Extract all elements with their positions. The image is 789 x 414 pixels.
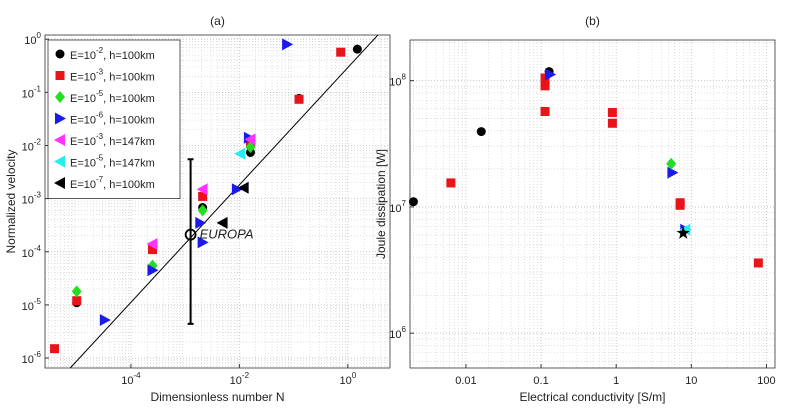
marker-circle <box>55 49 65 59</box>
y-axis-label: Normalized velocity <box>4 149 18 253</box>
legend-label: E=10-2, h=100km <box>70 46 155 62</box>
y-tick-label: 107 <box>389 199 406 215</box>
legend-label: E=10-5, h=100km <box>70 89 155 105</box>
marker-square <box>336 47 346 57</box>
legend-label: E=10-7, h=100km <box>70 175 155 191</box>
marker-star <box>676 226 690 239</box>
plot-frame <box>44 34 391 369</box>
marker-triangle <box>545 68 557 81</box>
marker-square <box>753 258 763 268</box>
marker-triangle <box>237 181 249 194</box>
marker-diamond <box>197 204 208 217</box>
marker-square <box>294 94 304 104</box>
europa-point <box>184 228 197 241</box>
legend-label: E=10-5, h=147km <box>70 154 155 170</box>
marker-square <box>55 71 65 80</box>
marker-triangle <box>197 236 209 249</box>
legend-label: E=10-6, h=100km <box>70 111 155 127</box>
marker-circle <box>408 197 418 207</box>
marker-triangle <box>231 183 243 196</box>
marker-square <box>607 107 617 117</box>
x-tick-label: 10-4 <box>121 371 141 387</box>
marker-diamond <box>666 157 677 170</box>
x-tick-label: 10-2 <box>230 371 250 387</box>
marker-triangle <box>196 183 208 196</box>
y-tick-label: 106 <box>389 325 406 341</box>
y-tick-label: 10-5 <box>22 297 42 313</box>
y-tick-label: 10-1 <box>22 84 42 100</box>
legend-box <box>47 39 181 199</box>
y-tick-label: 10-3 <box>22 191 42 207</box>
x-axis-label: Dimensionless number N <box>150 390 284 404</box>
marker-circle <box>352 44 362 54</box>
x-axis-label: Electrical conductivity [S/m] <box>519 390 665 404</box>
marker-triangle <box>54 134 65 146</box>
marker-diamond <box>55 91 65 103</box>
plot-area <box>410 40 775 368</box>
chart-title: (b) <box>585 14 600 28</box>
y-tick-label: 108 <box>389 73 406 89</box>
fit-line <box>69 35 379 368</box>
marker-square <box>540 107 550 117</box>
marker-triangle <box>147 264 159 277</box>
y-tick-label: 10-6 <box>22 350 42 366</box>
marker-circle <box>476 127 486 137</box>
y-tick-label: 10-4 <box>22 244 42 260</box>
marker-triangle <box>54 177 65 189</box>
marker-diamond <box>71 285 82 298</box>
marker-triangle <box>54 155 65 168</box>
marker-square <box>148 245 158 255</box>
y-tick-label: 10-2 <box>22 138 42 154</box>
y-axis-label: Joule dissipation [W] <box>374 149 388 259</box>
x-tick-label: 0.1 <box>533 375 548 387</box>
y-tick-label: 100 <box>24 31 41 47</box>
marker-triangle <box>234 147 246 160</box>
legend-label: E=10-3, h=147km <box>70 132 155 148</box>
annotation: EUROPA <box>200 227 254 242</box>
marker-square <box>540 73 550 83</box>
x-tick-label: 100 <box>757 375 775 387</box>
marker-triangle <box>282 38 294 51</box>
marker-square <box>72 296 82 306</box>
marker-triangle <box>667 166 679 179</box>
x-tick-label: 100 <box>339 371 356 387</box>
legend-label: E=10-3, h=100km <box>70 68 155 84</box>
marker-triangle <box>99 314 111 327</box>
marker-square <box>607 118 617 128</box>
x-tick-label: 0.01 <box>455 375 476 387</box>
marker-square <box>540 81 550 91</box>
x-tick-label: 1 <box>613 375 619 387</box>
marker-square <box>50 344 60 354</box>
marker-diamond <box>245 141 256 154</box>
marker-triangle <box>216 216 228 229</box>
marker-triangle <box>55 112 66 125</box>
marker-triangle <box>146 238 158 251</box>
marker-triangle <box>195 216 207 229</box>
marker-square <box>198 191 208 201</box>
chart-title: (a) <box>210 14 225 28</box>
marker-square <box>675 200 685 210</box>
x-tick-label: 10 <box>685 375 697 387</box>
marker-triangle <box>244 133 256 146</box>
marker-square <box>446 178 456 188</box>
